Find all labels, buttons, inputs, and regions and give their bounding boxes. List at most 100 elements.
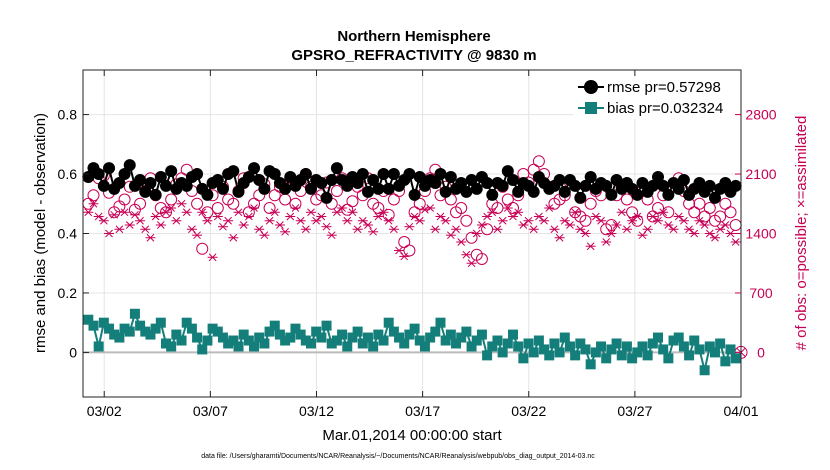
assimilated-obs-point [160, 208, 171, 217]
assimilated-obs-point [684, 225, 695, 234]
bias-point [249, 341, 260, 352]
bias-point [362, 332, 373, 343]
possible-obs-point [263, 202, 276, 215]
rmse-point [439, 185, 452, 198]
bias-point [673, 332, 684, 343]
bias-point [611, 338, 622, 349]
rmse-point [253, 173, 266, 186]
bias-point [124, 326, 135, 337]
bias-point [513, 341, 524, 352]
rmse-point [118, 168, 131, 181]
rmse-point [506, 173, 519, 186]
assimilated-obs-point [673, 212, 684, 221]
possible-obs-point [196, 242, 209, 255]
legend: rmse pr=0.57298 bias pr=0.032324 [573, 77, 735, 119]
assimilated-obs-point [507, 212, 518, 221]
assimilated-obs-point [616, 208, 627, 217]
bias-point [668, 335, 679, 346]
rmse-point [248, 162, 261, 175]
assimilated-obs-point [140, 225, 151, 234]
possible-obs-point [703, 202, 716, 215]
x-tick-label: 03/17 [405, 403, 440, 419]
possible-obs-point [346, 195, 359, 208]
bias-point [409, 323, 420, 334]
bias-point [331, 335, 342, 346]
rmse-point [677, 173, 690, 186]
bias-point [632, 347, 643, 358]
bias-point [347, 332, 358, 343]
rmse-point [413, 171, 426, 184]
assimilated-obs-point [98, 216, 109, 225]
legend-box [573, 77, 735, 119]
bias-point [306, 338, 317, 349]
bias-point [160, 338, 171, 349]
bias-point [430, 326, 441, 337]
assimilated-obs-point [663, 221, 674, 229]
bias-point [217, 332, 228, 343]
bias-point [280, 335, 291, 346]
assimilated-obs-point [513, 208, 524, 217]
rmse-point [600, 179, 613, 192]
possible-obs-point [652, 202, 665, 215]
rmse-point [232, 185, 245, 198]
rmse-point [144, 176, 157, 189]
bias-point [259, 338, 270, 349]
possible-obs-point [579, 214, 592, 227]
rmse-point [610, 173, 623, 186]
bias-point [642, 350, 653, 361]
assimilated-obs-point [285, 212, 296, 221]
assimilated-obs-point [155, 221, 166, 229]
bias-point [456, 332, 467, 343]
rmse-point [527, 185, 540, 198]
assimilated-obs-point [585, 242, 596, 251]
bias-point [378, 335, 389, 346]
possible-obs-point [460, 214, 473, 227]
bias-point [606, 344, 617, 355]
y-left-tick-label: 0.8 [58, 107, 78, 123]
bias-point [419, 341, 430, 352]
chart-subtitle: GPSRO_REFRACTIVITY @ 9830 m [291, 47, 536, 64]
bias-point [98, 317, 109, 328]
bias-point [285, 332, 296, 343]
assimilated-obs-point [637, 231, 648, 240]
bias-point [119, 323, 130, 334]
assimilated-obs-point [653, 216, 664, 225]
rmse-point [180, 179, 193, 192]
assimilated-obs-point [176, 199, 187, 208]
rmse-point [719, 176, 732, 189]
bias-point [658, 344, 669, 355]
rmse-point [159, 179, 172, 192]
assimilated-obs-point [627, 216, 638, 225]
assimilated-obs-point [186, 225, 197, 234]
assimilated-obs-point [171, 216, 182, 225]
bias-point [414, 335, 425, 346]
assimilated-obs-point [528, 225, 539, 234]
bias-point [528, 347, 539, 358]
bias-point [145, 329, 156, 340]
bias-point [394, 332, 405, 343]
y-right-tick-label: 2100 [745, 166, 776, 182]
bias-point [135, 320, 146, 331]
rmse-point [242, 171, 255, 184]
bias-point [368, 341, 379, 352]
assimilated-obs-point [440, 216, 451, 225]
assimilated-obs-point [621, 225, 632, 234]
possible-obs-point [372, 202, 385, 215]
assimilated-obs-point [632, 212, 643, 221]
assimilated-obs-point [223, 216, 234, 225]
assimilated-obs-point [699, 221, 710, 229]
rmse-point [103, 162, 116, 175]
bias-point [647, 338, 658, 349]
bias-point [425, 332, 436, 343]
bias-point [357, 338, 368, 349]
bias-point [197, 344, 208, 355]
assimilated-obs-point [497, 216, 508, 225]
bias-point [601, 353, 612, 364]
rmse-point [605, 188, 618, 201]
possible-obs-point [729, 219, 742, 232]
bias-point [575, 338, 586, 349]
assimilated-obs-point [368, 227, 379, 236]
x-axis-label: Mar.01,2014 00:00:00 start [322, 427, 502, 444]
possible-obs-point [693, 197, 706, 210]
rmse-point [574, 191, 587, 204]
